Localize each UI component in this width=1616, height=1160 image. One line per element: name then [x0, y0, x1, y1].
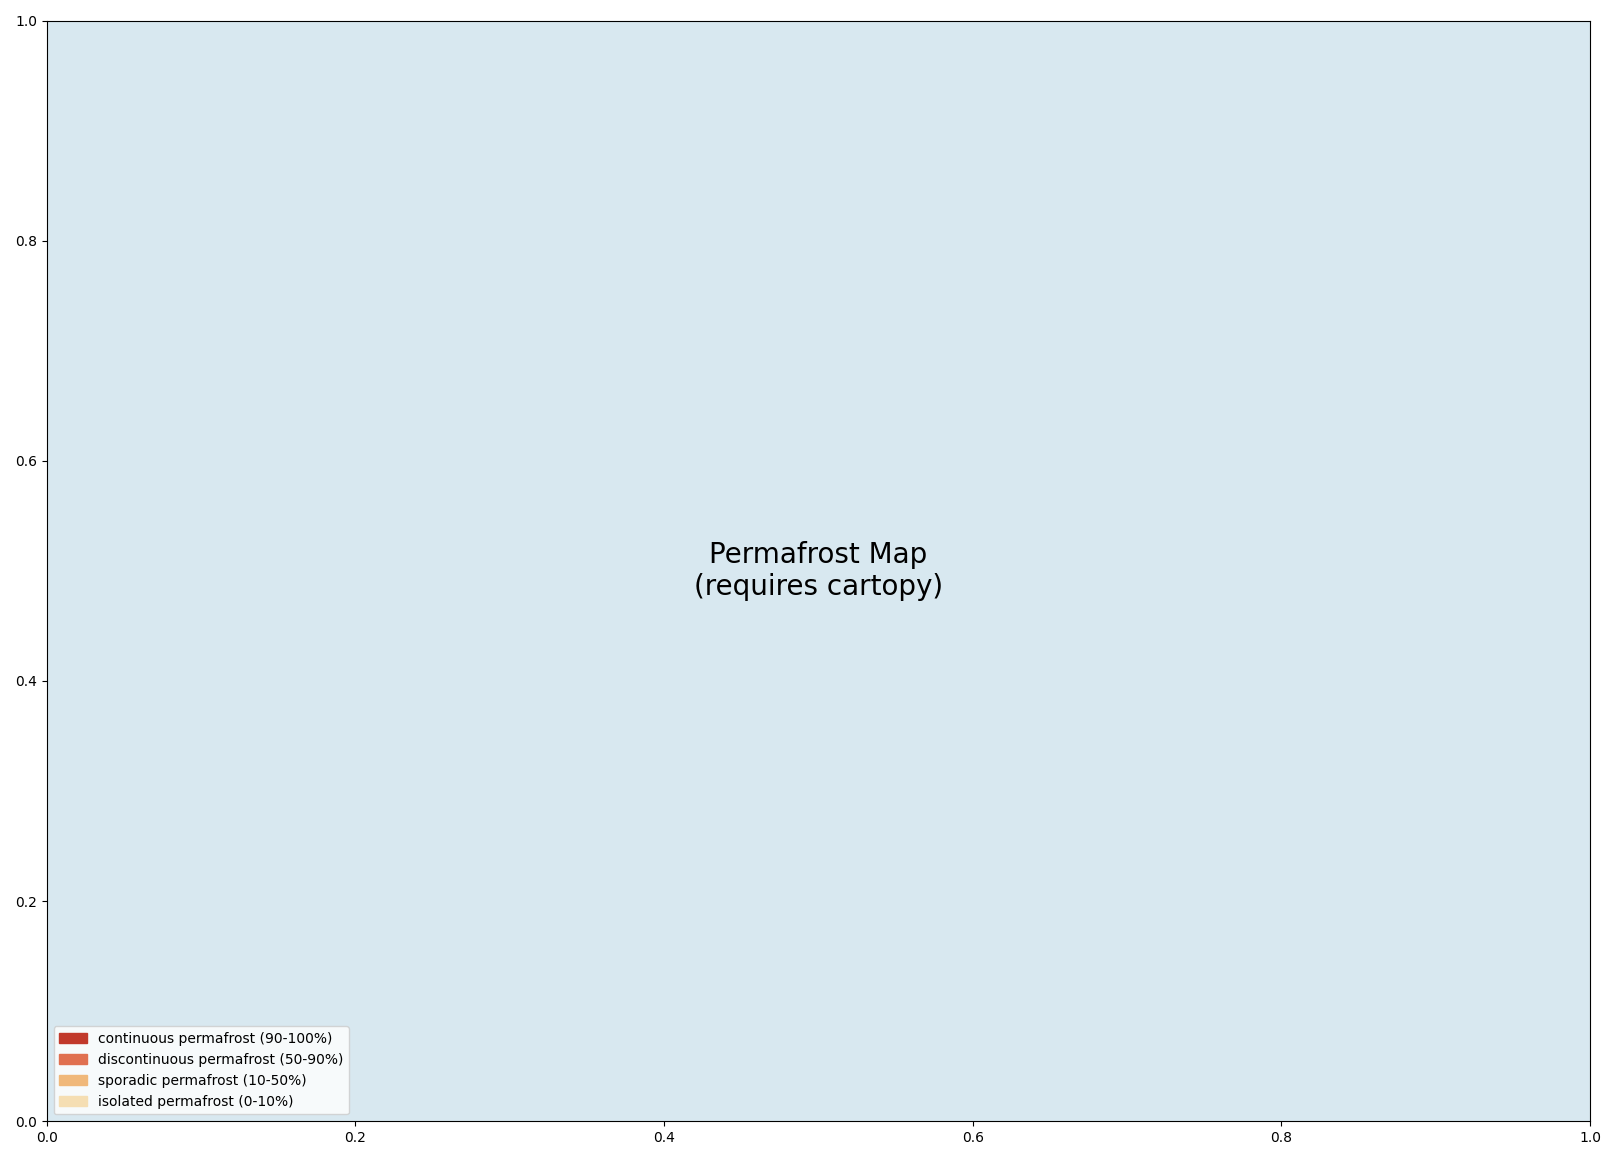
- Legend: continuous permafrost (90-100%), discontinuous permafrost (50-90%), sporadic per: continuous permafrost (90-100%), discont…: [53, 1027, 349, 1115]
- Text: Permafrost Map
(requires cartopy): Permafrost Map (requires cartopy): [693, 541, 942, 601]
